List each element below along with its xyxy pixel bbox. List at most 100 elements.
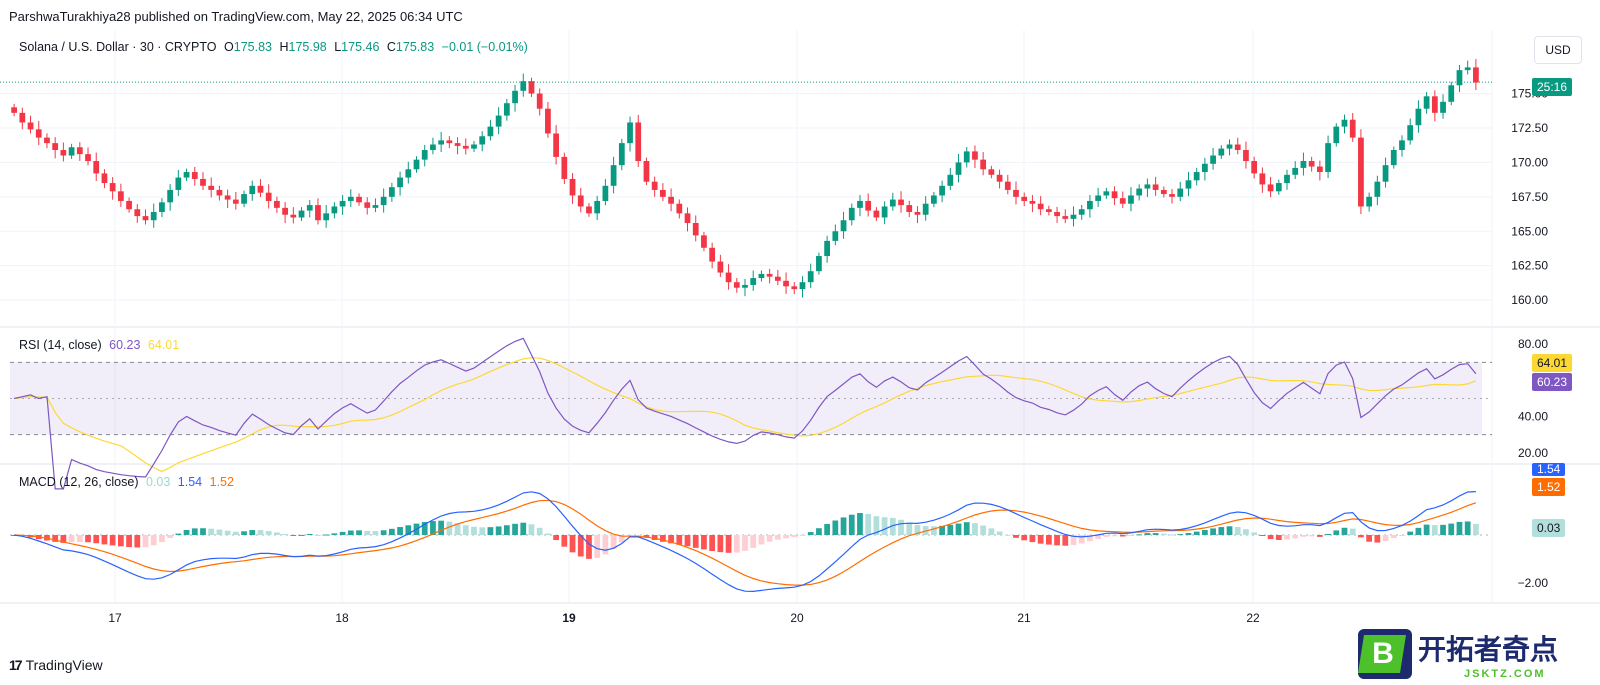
- candle-body: [873, 210, 880, 218]
- rsi-ma-value: 64.01: [147, 338, 180, 352]
- candle-body: [274, 200, 280, 208]
- candle-body: [963, 151, 970, 163]
- macd-histogram-bar: [774, 535, 781, 540]
- macd-histogram-bar: [1029, 535, 1036, 543]
- macd-histogram-bar: [520, 522, 527, 535]
- candle-body: [980, 159, 987, 170]
- watermark-url: JSKTZ.COM: [1464, 668, 1546, 680]
- rsi-value: 60.23: [109, 338, 141, 352]
- macd-histogram-bar: [758, 535, 765, 545]
- macd-histogram-bar: [545, 533, 551, 535]
- macd-histogram-bar: [298, 534, 305, 536]
- rsi-tick-label: 80.00: [1518, 337, 1548, 351]
- candle-body: [824, 240, 830, 257]
- macd-histogram-bar: [1013, 535, 1019, 538]
- macd-histogram-bar: [684, 535, 691, 547]
- macd-histogram-bar: [1234, 526, 1241, 535]
- candle-body: [101, 173, 108, 184]
- candle-body: [405, 169, 412, 178]
- candle-body: [1358, 137, 1364, 207]
- macd-histogram-bar: [832, 520, 839, 535]
- macd-histogram-bar: [306, 533, 313, 535]
- macd-histogram-bar: [799, 535, 806, 536]
- macd-histogram-bar: [709, 535, 716, 551]
- macd-line: [14, 491, 1476, 593]
- candle-body: [397, 177, 403, 188]
- rsi-badge: 60.23: [1532, 373, 1573, 391]
- candle-body: [1193, 172, 1200, 181]
- time-tick-label: 20: [790, 611, 804, 625]
- candle-body: [1226, 144, 1233, 149]
- macd-histogram-bar: [487, 527, 494, 535]
- candle-body: [1349, 119, 1356, 138]
- candle-body: [627, 122, 633, 144]
- candle-body: [1366, 196, 1373, 207]
- macd-histogram-bar: [1431, 525, 1438, 535]
- candle-body: [1300, 161, 1307, 168]
- candle-body: [1054, 211, 1060, 217]
- candle-body: [668, 196, 674, 204]
- macd-histogram-bar: [1193, 531, 1200, 535]
- grid-lines: [0, 30, 1600, 604]
- close-key: C: [386, 40, 396, 54]
- candle-body: [290, 214, 297, 218]
- candle-body: [618, 143, 625, 166]
- candle-body: [216, 189, 223, 196]
- macd-tick-label: −2.00: [1518, 576, 1549, 590]
- macd-histogram-bar: [109, 535, 116, 546]
- watermark-text: 开拓者奇点: [1418, 634, 1558, 665]
- macd-histogram-bar: [980, 525, 987, 535]
- signal-value: 1.52: [209, 475, 234, 489]
- macd-histogram-bar: [914, 525, 921, 535]
- macd-histogram-bar: [446, 521, 453, 535]
- macd-histogram-bar: [1210, 528, 1216, 535]
- macd-histogram-bar: [1292, 535, 1299, 539]
- macd-histogram-bar: [824, 524, 830, 535]
- candle-body: [1136, 188, 1143, 196]
- candle-body: [758, 273, 765, 279]
- macd-histogram-bar: [191, 528, 198, 535]
- macd-histogram-bar: [807, 532, 814, 535]
- candle-body: [306, 205, 313, 211]
- macd-legend: MACD (12, 26, close) 0.03 1.54 1.52: [19, 475, 238, 489]
- candle-body: [594, 200, 601, 214]
- candle-body: [282, 207, 288, 215]
- macd-histogram-bar: [1284, 535, 1290, 540]
- candle-body: [11, 107, 17, 113]
- macd-histogram-bar: [660, 535, 666, 542]
- close-value: 175.83: [395, 40, 435, 54]
- candle-body: [684, 213, 691, 223]
- candle-body: [1382, 165, 1389, 182]
- candle-body: [1210, 155, 1216, 164]
- candle-body: [446, 140, 453, 144]
- currency-button[interactable]: USD: [1534, 36, 1582, 64]
- macd-histogram-bar: [1415, 527, 1422, 535]
- candle-body: [347, 196, 354, 201]
- macd-histogram-bar: [274, 532, 280, 535]
- candles: [11, 58, 1479, 298]
- macd-histogram-bar: [947, 524, 954, 535]
- macd-histogram-bar: [865, 513, 872, 535]
- candle-body: [1415, 108, 1422, 126]
- time-tick-label: 17: [108, 611, 122, 625]
- candle-body: [224, 195, 231, 200]
- macd-histogram-bar: [1087, 535, 1093, 542]
- candle-body: [922, 203, 929, 215]
- candle-body: [503, 103, 510, 116]
- tradingview-brand[interactable]: 17 TradingView: [9, 657, 103, 673]
- macd-histogram-bar: [701, 535, 707, 550]
- macd-histogram-bar: [421, 521, 428, 535]
- macd-histogram-bar: [1407, 531, 1414, 535]
- candle-body: [1316, 166, 1323, 173]
- macd-histogram-bar: [430, 521, 436, 535]
- candle-body: [126, 200, 132, 210]
- candle-body: [200, 178, 206, 186]
- price-tick-label: 162.50: [1511, 259, 1548, 273]
- macd-histogram-bar: [232, 531, 239, 535]
- candle-body: [175, 177, 182, 190]
- candle-body: [52, 143, 59, 151]
- candle-body: [265, 192, 272, 201]
- candle-body: [60, 150, 67, 156]
- candle-body: [364, 202, 371, 208]
